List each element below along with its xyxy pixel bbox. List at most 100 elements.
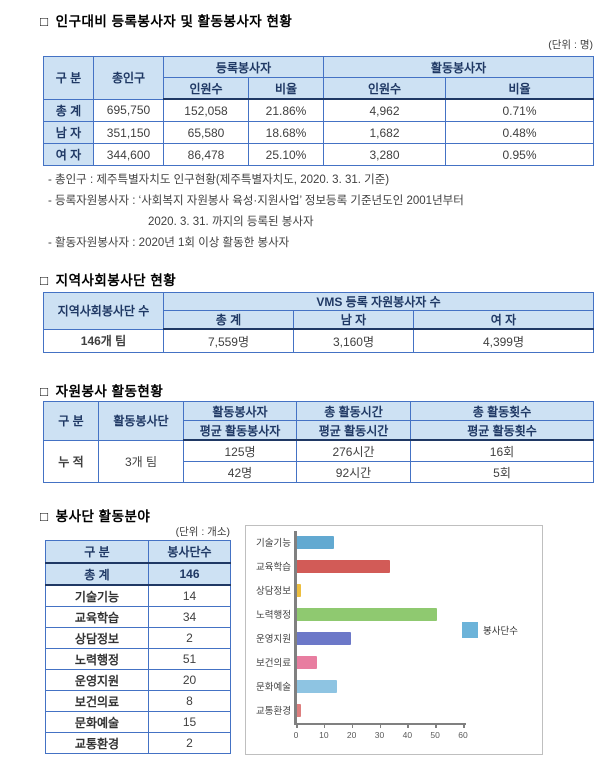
- footnote-line: - 총인구 : 제주특별자치도 인구현황(제주특별자치도, 2020. 3. 3…: [48, 174, 390, 186]
- table-row: 남 자 351,150 65,580 18.68% 1,682 0.48%: [43, 121, 595, 144]
- col-header-group: 구 분: [43, 56, 94, 100]
- section4-title: □ 봉사단 활동분야: [40, 505, 150, 525]
- chart-category-label: 운영지원: [256, 634, 291, 645]
- x-tick-label: 60: [458, 730, 468, 740]
- x-tick-mark: [323, 725, 326, 728]
- section1-title: □ 인구대비 등록봉사자 및 활동봉사자 현황: [40, 10, 292, 30]
- chart-bar-row: 교통환경: [246, 698, 542, 722]
- table-row: 운영지원 20: [45, 669, 231, 691]
- chart-bar-row: 보건의료: [246, 650, 542, 674]
- table-row: 노력행정 51: [45, 648, 231, 670]
- section1-title-text: 인구대비 등록봉사자 및 활동봉사자 현황: [55, 14, 293, 29]
- chart-bar: [295, 655, 318, 669]
- cell-act-count: 1,682: [323, 121, 447, 144]
- population-volunteer-table: 구 분 총인구 등록봉사자 활동봉사자 인원수 비율 인원수 비율 총 계 69…: [43, 56, 595, 166]
- section3-title-text: 자원봉사 활동현황: [55, 384, 164, 399]
- table-row: 기술기능 14: [45, 584, 231, 607]
- footnote-line: - 활동자원봉사자 : 2020년 1회 이상 활동한 봉사자: [48, 237, 290, 249]
- square-bullet-icon: □: [40, 509, 49, 524]
- col-header-female: 여 자: [413, 310, 594, 330]
- cell-value: 34: [148, 606, 231, 628]
- x-tick-label: 40: [402, 730, 413, 740]
- cell-category: 운영지원: [45, 669, 149, 691]
- table-row: 교통환경 2: [45, 732, 231, 754]
- table-row: 누 적 3개 팀 125명 276시간 16회: [43, 439, 594, 483]
- x-tick-mark: [351, 725, 354, 728]
- col-header-avg-volunteers: 평균 활동봉사자: [183, 420, 297, 441]
- cell-act-count: 3,280: [323, 143, 447, 166]
- chart-category-label: 문화예술: [256, 682, 291, 693]
- cell-act-ratio: 0.95%: [445, 143, 595, 166]
- square-bullet-icon: □: [40, 384, 49, 399]
- chart-bar: [295, 559, 390, 573]
- table-row: 146개 팀 7,559명 3,160명 4,399명: [43, 328, 594, 353]
- col-header-team-count: 봉사단수: [148, 540, 231, 564]
- chart-category-label: 교통환경: [256, 706, 291, 717]
- cell-team-count: 146개 팀: [43, 328, 164, 353]
- cell-reg-count: 65,580: [163, 121, 249, 144]
- col-header-male: 남 자: [293, 310, 414, 330]
- col-header-active-team: 활동봉사단: [98, 401, 184, 441]
- x-tick-label: 0: [293, 730, 299, 740]
- cell-times: 16회: [410, 439, 594, 462]
- table-row: 여 자 344,600 86,478 25.10% 3,280 0.95%: [43, 143, 595, 166]
- col-header-volunteers: 활동봉사자: [183, 401, 297, 421]
- footnotes: - 총인구 : 제주특별자치도 인구현황(제주특별자치도, 2020. 3. 3…: [48, 170, 464, 254]
- cell-pop: 344,600: [93, 143, 164, 166]
- cell-value: 20: [148, 669, 231, 691]
- row-label: 여 자: [43, 143, 94, 166]
- chart-bar: [295, 703, 301, 717]
- col-header-active: 활동봉사자: [323, 56, 595, 78]
- chart-bar-track: [295, 679, 542, 693]
- table-row: 문화예술 15: [45, 711, 231, 733]
- col-header-vms-group: VMS 등록 자원봉사자 수: [163, 292, 594, 311]
- cell-category: 기술기능: [45, 584, 149, 607]
- section4-title-text: 봉사단 활동분야: [55, 509, 151, 524]
- legend-swatch-icon: [462, 622, 478, 638]
- cell-pop: 695,750: [93, 98, 164, 122]
- col-header-category: 구 분: [45, 540, 149, 564]
- x-tick-mark: [463, 725, 465, 728]
- col-header-act-ratio: 비율: [445, 77, 595, 100]
- cell-reg-ratio: 18.68%: [247, 121, 325, 144]
- cell-team: 3개 팀: [98, 439, 184, 483]
- chart-bar-track: [295, 559, 542, 573]
- row-label: 총 계: [43, 98, 94, 122]
- activity-status-table: 구 분 활동봉사단 활동봉사자 총 활동시간 총 활동횟수 평균 활동봉사자 평…: [43, 401, 594, 483]
- chart-bar-track: [295, 607, 542, 621]
- cell-reg-ratio: 25.10%: [247, 143, 325, 166]
- cell-category: 교육학습: [45, 606, 149, 628]
- chart-y-axis-line: [294, 531, 297, 725]
- col-header-avg-times: 평균 활동횟수: [410, 420, 594, 441]
- cell-reg-ratio: 21.86%: [247, 98, 325, 122]
- cell-pop: 351,150: [93, 121, 164, 144]
- table-row-total: 총 계 146: [45, 562, 231, 586]
- col-header-reg-count: 인원수: [163, 77, 249, 100]
- legend-label: 봉사단수: [483, 626, 518, 637]
- chart-category-label: 보건의료: [256, 658, 291, 669]
- cell-reg-count: 86,478: [163, 143, 249, 166]
- cell-category: 상담정보: [45, 627, 149, 649]
- cell-volunteers: 125명: [183, 439, 297, 462]
- chart-bar-row: 기술기능: [246, 530, 542, 554]
- chart-bar-row: 교육학습: [246, 554, 542, 578]
- cell-hours: 92시간: [296, 461, 411, 483]
- col-header-team-count: 지역사회봉사단 수: [43, 292, 164, 330]
- chart-category-label: 기술기능: [256, 538, 291, 549]
- chart-bar: [295, 631, 351, 645]
- table-row: 상담정보 2: [45, 627, 231, 649]
- chart-bar-row: 운영지원: [246, 626, 542, 650]
- chart-legend: 봉사단수: [462, 622, 518, 638]
- x-tick-label: 20: [346, 730, 357, 740]
- cell-total: 7,559명: [163, 328, 294, 353]
- cell-row-label: 누 적: [43, 439, 99, 483]
- chart-bar-row: 문화예술: [246, 674, 542, 698]
- chart-bar-track: [295, 703, 542, 717]
- cell-volunteers: 42명: [183, 461, 297, 483]
- chart-bar-track: [295, 655, 542, 669]
- cell-value: 2: [148, 732, 231, 754]
- activity-field-bar-chart: 기술기능 교육학습 상담정보 노력행정 운영지원 보건의료 문화예술 교통환경 0 10 20 30…: [245, 525, 543, 755]
- footnote-line-continued: 2020. 3. 31. 까지의 등록된 봉사자: [148, 216, 314, 228]
- community-team-table: 지역사회봉사단 수 VMS 등록 자원봉사자 수 총 계 남 자 여 자 146…: [43, 292, 594, 353]
